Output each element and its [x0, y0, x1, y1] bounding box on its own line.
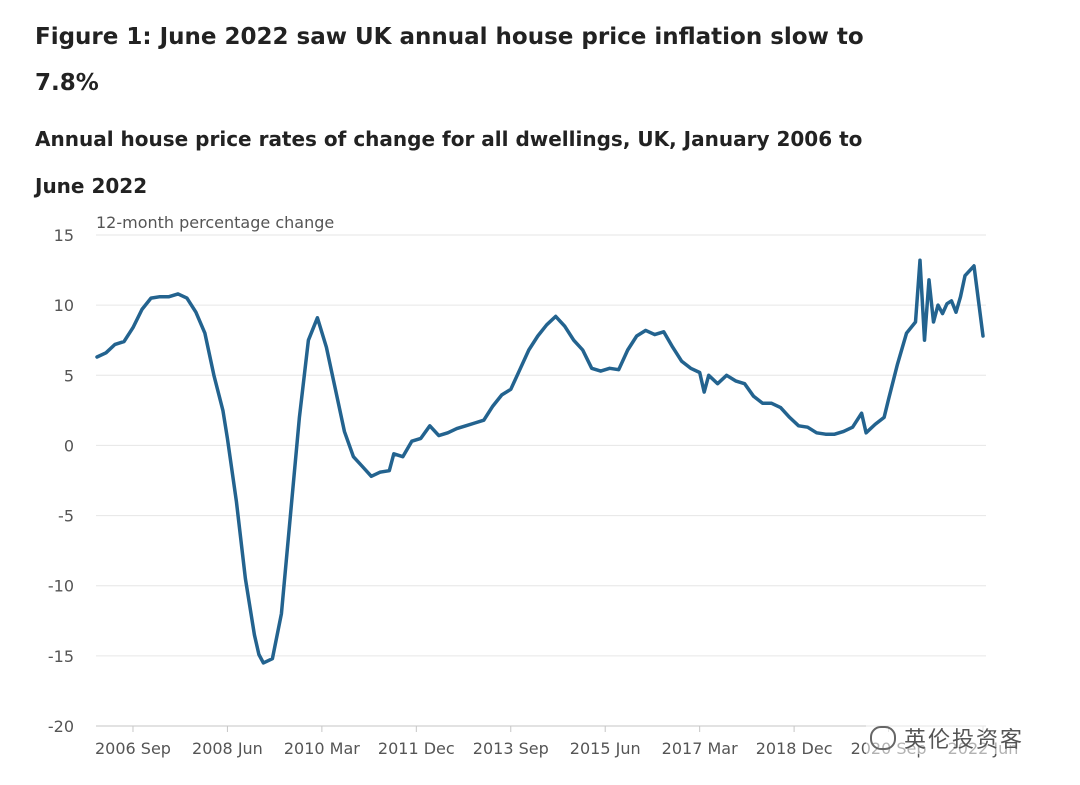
- x-tick-label: 2017 Mar: [662, 739, 738, 758]
- y-tick-label: 0: [64, 436, 74, 455]
- x-tick-label: 2011 Dec: [378, 739, 455, 758]
- y-tick-label: 5: [64, 366, 74, 385]
- y-tick-label: -15: [48, 647, 74, 666]
- y-tick-label: -5: [58, 507, 74, 526]
- chart-title: Figure 1: June 2022 saw UK annual house …: [35, 24, 864, 96]
- x-tick-label: 2015 Jun: [570, 739, 641, 758]
- gridlines: [96, 234, 986, 727]
- chart-subtitle: Annual house price rates of change for a…: [35, 127, 863, 198]
- x-tick-label: 2008 Jun: [192, 739, 263, 758]
- watermark: 英伦投资客: [866, 722, 1029, 754]
- series-line: [95, 258, 985, 665]
- x-tick-label: 2010 Mar: [284, 739, 360, 758]
- x-tick-label: 2013 Sep: [473, 739, 549, 758]
- series-group: [95, 258, 985, 665]
- line-chart: 15 10 5 0 -5 -10 -15 -20 2006 Sep 2008 Jun 2010 M…: [48, 213, 1019, 758]
- watermark-text: 英伦投资客: [904, 728, 1025, 753]
- y-tick-label: -10: [48, 577, 74, 596]
- y-tick-label: -20: [48, 717, 74, 736]
- y-axis-label: 12-month percentage change: [96, 213, 334, 232]
- x-tick-label: 2006 Sep: [95, 739, 171, 758]
- x-tick-label: 2018 Dec: [756, 739, 833, 758]
- y-tick-label: 10: [54, 296, 74, 315]
- y-axis-ticks: 15 10 5 0 -5 -10 -15 -20: [48, 226, 74, 736]
- y-tick-label: 15: [54, 226, 74, 245]
- wechat-icon: [870, 726, 896, 750]
